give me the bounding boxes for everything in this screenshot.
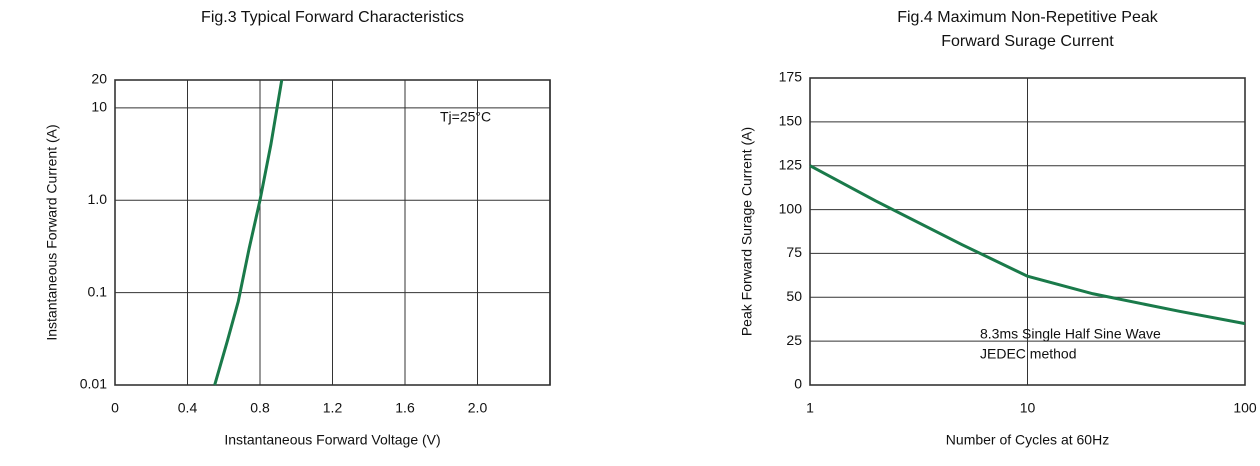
y-tick-label: 25 [786, 332, 802, 348]
y-axis-label: Instantaneous Forward Current (A) [44, 124, 60, 340]
y-tick-label: 1.0 [88, 191, 108, 207]
y-tick-label: 125 [779, 156, 803, 172]
y-tick-label: 100 [779, 200, 803, 216]
data-line [213, 79, 284, 386]
y-tick-label: 50 [786, 288, 802, 304]
y-tick-label: 0 [794, 376, 802, 392]
chart-title: Fig.4 Maximum Non-Repetitive Peak [897, 9, 1159, 26]
y-tick-label: 10 [91, 99, 107, 115]
x-axis-label: Number of Cycles at 60Hz [946, 432, 1109, 448]
x-tick-label: 1 [806, 400, 814, 416]
y-tick-label: 175 [779, 69, 803, 85]
x-tick-label: 10 [1020, 400, 1036, 416]
x-tick-label: 2.0 [468, 400, 488, 416]
y-tick-label: 150 [779, 113, 803, 129]
y-tick-label: 0.01 [80, 376, 107, 392]
annotation: Tj=25°C [440, 109, 491, 125]
annotation: JEDEC method [980, 346, 1076, 362]
x-tick-label: 1.2 [323, 400, 343, 416]
x-tick-label: 0.4 [178, 400, 198, 416]
annotation: 8.3ms Single Half Sine Wave [980, 326, 1161, 342]
chart-title: Forward Surage Current [941, 33, 1114, 50]
x-tick-label: 0 [111, 400, 119, 416]
x-axis-label: Instantaneous Forward Voltage (V) [224, 432, 440, 448]
x-tick-label: 0.8 [250, 400, 270, 416]
data-line [809, 164, 1246, 326]
y-axis-label: Peak Forward Surage Current (A) [739, 127, 755, 336]
y-tick-label: 75 [786, 244, 802, 260]
chart-title: Fig.3 Typical Forward Characteristics [201, 9, 464, 26]
y-tick-label: 0.1 [88, 283, 108, 299]
x-tick-label: 100 [1233, 400, 1257, 416]
y-tick-label: 20 [91, 71, 107, 87]
x-tick-label: 1.6 [395, 400, 415, 416]
